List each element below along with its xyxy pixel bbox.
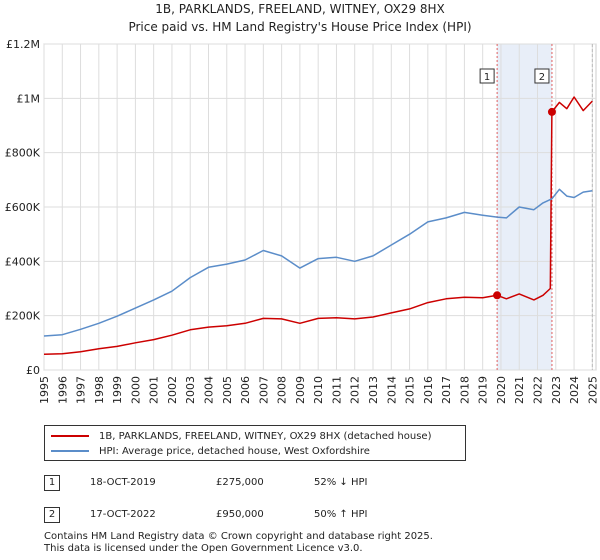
x-tick-label: 2013 bbox=[367, 376, 380, 404]
hpi-line bbox=[43, 188, 593, 337]
footer-line-2: This data is licensed under the Open Gov… bbox=[44, 543, 363, 554]
footer: Contains HM Land Registry data © Crown c… bbox=[44, 531, 433, 555]
y-tick-label: £800K bbox=[5, 147, 41, 160]
x-tick-label: 2014 bbox=[385, 376, 398, 404]
y-tick-label: £600K bbox=[5, 201, 41, 214]
x-tick-label: 2010 bbox=[312, 376, 325, 404]
x-tick-label: 2007 bbox=[257, 376, 270, 404]
x-tick-label: 2012 bbox=[349, 376, 362, 404]
x-tick-label: 2008 bbox=[276, 376, 289, 404]
x-tick-label: 2006 bbox=[239, 376, 252, 404]
x-tick-label: 1997 bbox=[75, 376, 88, 404]
sale-price: £950,000 bbox=[216, 509, 264, 520]
legend-item-hpi: HPI: Average price, detached house, West… bbox=[51, 444, 370, 458]
price-chart: £0 £200K £400K £600K £800K £1M £1.2M 1995 1996 19… bbox=[5, 38, 600, 404]
x-tick-label: 2005 bbox=[221, 376, 234, 404]
sale-marker-1: 1 bbox=[44, 475, 60, 491]
x-tick-label: 2002 bbox=[166, 376, 179, 404]
x-tick-label: 2020 bbox=[495, 376, 508, 404]
y-tick-label: £1M bbox=[17, 92, 41, 105]
x-tick-label: 1998 bbox=[93, 376, 106, 404]
x-tick-label: 2017 bbox=[440, 376, 453, 404]
x-tick-label: 2000 bbox=[129, 376, 142, 404]
x-tick-label: 2016 bbox=[422, 376, 435, 404]
sale-label-1: 1 bbox=[484, 72, 490, 83]
y-tick-label: £1.2M bbox=[6, 38, 40, 51]
legend: 1B, PARKLANDS, FREELAND, WITNEY, OX29 8H… bbox=[44, 425, 466, 461]
footer-line-1: Contains HM Land Registry data © Crown c… bbox=[44, 531, 433, 542]
sale-point-1 bbox=[493, 291, 502, 300]
x-tick-label: 2022 bbox=[532, 376, 545, 404]
legend-label-price: 1B, PARKLANDS, FREELAND, WITNEY, OX29 8H… bbox=[99, 430, 432, 442]
x-tick-label: 2011 bbox=[330, 376, 343, 404]
sale-date: 18-OCT-2019 bbox=[90, 477, 156, 488]
y-tick-label: £0 bbox=[26, 364, 40, 377]
legend-swatch-price bbox=[51, 435, 89, 437]
x-tick-label: 2021 bbox=[513, 376, 526, 404]
legend-item-price: 1B, PARKLANDS, FREELAND, WITNEY, OX29 8H… bbox=[51, 429, 432, 443]
chart-title: 1B, PARKLANDS, FREELAND, WITNEY, OX29 8H… bbox=[155, 2, 445, 16]
sale-label-2: 2 bbox=[539, 72, 545, 83]
legend-label-hpi: HPI: Average price, detached house, West… bbox=[99, 445, 370, 457]
x-tick-label: 2001 bbox=[148, 376, 161, 404]
x-tick-label: 1999 bbox=[111, 376, 124, 404]
sale-hpi-change: 52% ↓ HPI bbox=[314, 477, 368, 488]
sale-marker-2: 2 bbox=[44, 507, 60, 523]
x-tick-label: 2018 bbox=[458, 376, 471, 404]
x-tick-label: 2025 bbox=[586, 376, 599, 404]
x-tick-label: 1996 bbox=[56, 376, 69, 404]
y-tick-label: £400K bbox=[5, 255, 41, 268]
x-tick-label: 2009 bbox=[294, 376, 307, 404]
legend-swatch-hpi bbox=[51, 450, 89, 452]
sale-label-box-2 bbox=[534, 68, 550, 84]
x-tick-label: 1995 bbox=[38, 376, 51, 404]
x-tick-label: 2019 bbox=[477, 376, 490, 404]
x-tick-label: 2015 bbox=[404, 376, 417, 404]
sale-date: 17-OCT-2022 bbox=[90, 509, 156, 520]
sale-label-box-1 bbox=[479, 68, 495, 84]
y-tick-label: £200K bbox=[5, 310, 41, 323]
x-tick-label: 2023 bbox=[550, 376, 563, 404]
chart-subtitle: Price paid vs. HM Land Registry's House … bbox=[128, 20, 472, 34]
sale-hpi-change: 50% ↑ HPI bbox=[314, 509, 368, 520]
sale-point-2 bbox=[547, 107, 556, 116]
sale-price: £275,000 bbox=[216, 477, 264, 488]
x-tick-label: 2004 bbox=[203, 376, 216, 404]
x-tick-label: 2003 bbox=[184, 376, 197, 404]
x-tick-label: 2024 bbox=[568, 376, 581, 404]
price-paid-line bbox=[43, 96, 593, 355]
